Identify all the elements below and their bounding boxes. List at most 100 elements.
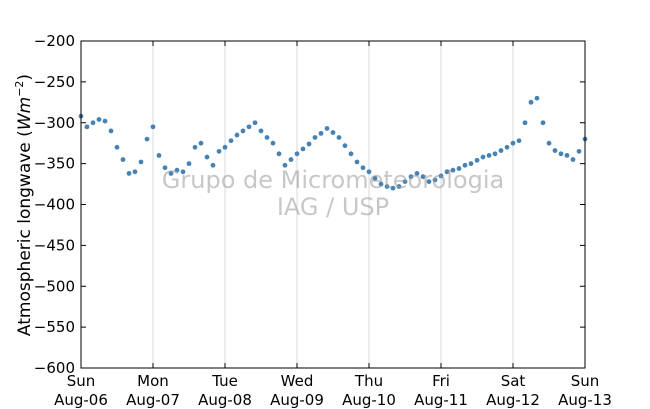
- data-point: [300, 146, 306, 152]
- watermark-line-2: IAG / USP: [277, 193, 389, 221]
- data-point: [306, 141, 312, 147]
- x-tick-label-date: Aug-13: [558, 391, 612, 409]
- x-axis: SunAug-06MonAug-07TueAug-08WedAug-09ThuA…: [54, 41, 612, 409]
- y-axis-unit-open: (: [15, 130, 35, 137]
- data-point: [570, 157, 576, 162]
- data-point: [420, 174, 426, 180]
- x-tick-label-date: Aug-08: [198, 391, 252, 409]
- data-point: [120, 157, 126, 162]
- y-tick-label: −600: [34, 359, 75, 377]
- data-point: [432, 177, 438, 183]
- x-tick-label-day: Sun: [67, 372, 96, 390]
- data-point: [372, 175, 378, 181]
- data-point: [210, 162, 216, 168]
- grid-lines: [152, 41, 514, 368]
- data-point: [396, 184, 402, 189]
- data-point: [252, 120, 258, 126]
- data-point: [312, 135, 318, 140]
- data-point: [546, 140, 552, 146]
- data-point: [216, 148, 222, 154]
- data-point: [270, 140, 276, 146]
- watermark: Grupo de Micrometeorologia IAG / USP: [162, 166, 504, 221]
- data-point: [84, 124, 90, 130]
- y-axis-unit-base: Wm: [15, 97, 35, 130]
- data-point: [444, 169, 450, 175]
- x-tick-label-day: Mon: [137, 372, 169, 390]
- data-point: [102, 118, 108, 124]
- y-axis: −200 −250 −300 −350 −400 −450 −500 −550 −600: [34, 32, 585, 377]
- x-tick-label-date: Aug-09: [270, 391, 324, 409]
- y-tick-label: −300: [34, 114, 75, 132]
- x-tick-label-date: Aug-12: [486, 391, 540, 409]
- y-tick-label: −450: [34, 236, 75, 254]
- data-point: [534, 95, 540, 101]
- data-point: [552, 148, 558, 153]
- x-tick-label-day: Thu: [354, 372, 383, 390]
- x-tick-label-date: Aug-06: [54, 391, 108, 409]
- data-point: [126, 171, 132, 176]
- data-point: [528, 99, 534, 105]
- data-point: [222, 144, 228, 150]
- data-point: [330, 130, 336, 135]
- data-point: [492, 151, 498, 157]
- data-point: [174, 167, 180, 173]
- data-point: [516, 138, 522, 144]
- data-point: [162, 165, 168, 171]
- data-point: [468, 161, 474, 167]
- data-point: [114, 144, 120, 150]
- x-tick-label-date: Aug-07: [126, 391, 180, 409]
- data-point: [480, 154, 486, 160]
- y-axis-unit-close: ): [15, 74, 35, 81]
- data-point: [384, 184, 390, 189]
- data-point: [276, 151, 282, 157]
- data-point: [402, 179, 408, 185]
- data-point: [354, 159, 360, 165]
- data-point: [138, 159, 144, 165]
- data-point: [204, 154, 210, 160]
- data-point: [258, 128, 264, 134]
- data-point: [168, 171, 174, 176]
- data-point: [240, 128, 246, 134]
- data-point: [408, 174, 414, 180]
- data-point: [558, 151, 564, 157]
- data-point: [498, 148, 504, 153]
- data-point: [282, 162, 288, 168]
- x-tick-label-day: Tue: [211, 372, 238, 390]
- data-point: [132, 169, 138, 175]
- data-point: [348, 151, 354, 157]
- y-tick-label: −400: [34, 196, 75, 214]
- data-point: [144, 136, 150, 142]
- x-tick-label-day: Sat: [501, 372, 526, 390]
- y-tick-label: −500: [34, 277, 75, 295]
- data-point: [150, 124, 156, 130]
- data-point: [108, 128, 114, 134]
- data-point: [192, 144, 198, 150]
- data-point: [504, 144, 510, 150]
- data-point: [264, 135, 270, 140]
- y-tick-label: −200: [34, 32, 75, 50]
- data-point: [456, 166, 462, 171]
- data-point: [414, 171, 420, 176]
- x-tick-label-date: Aug-11: [414, 391, 468, 409]
- x-tick-label-date: Aug-10: [342, 391, 396, 409]
- data-point: [426, 179, 432, 185]
- data-point: [360, 165, 366, 171]
- data-point: [288, 157, 294, 162]
- data-point: [234, 132, 240, 138]
- y-tick-label: −550: [34, 318, 75, 336]
- data-point: [438, 173, 444, 179]
- data-point: [180, 169, 186, 175]
- data-point: [228, 138, 234, 144]
- data-point: [336, 135, 342, 140]
- y-axis-unit-sup: −2: [13, 81, 26, 97]
- y-tick-label: −350: [34, 155, 75, 173]
- y-axis-label: Atmospheric longwave (Wm−2): [13, 74, 35, 336]
- data-point: [378, 181, 384, 187]
- data-point: [90, 120, 96, 126]
- data-point: [474, 157, 480, 163]
- data-points: [78, 95, 588, 191]
- y-tick-label: −250: [34, 73, 75, 91]
- data-point: [342, 143, 348, 149]
- data-point: [462, 162, 468, 168]
